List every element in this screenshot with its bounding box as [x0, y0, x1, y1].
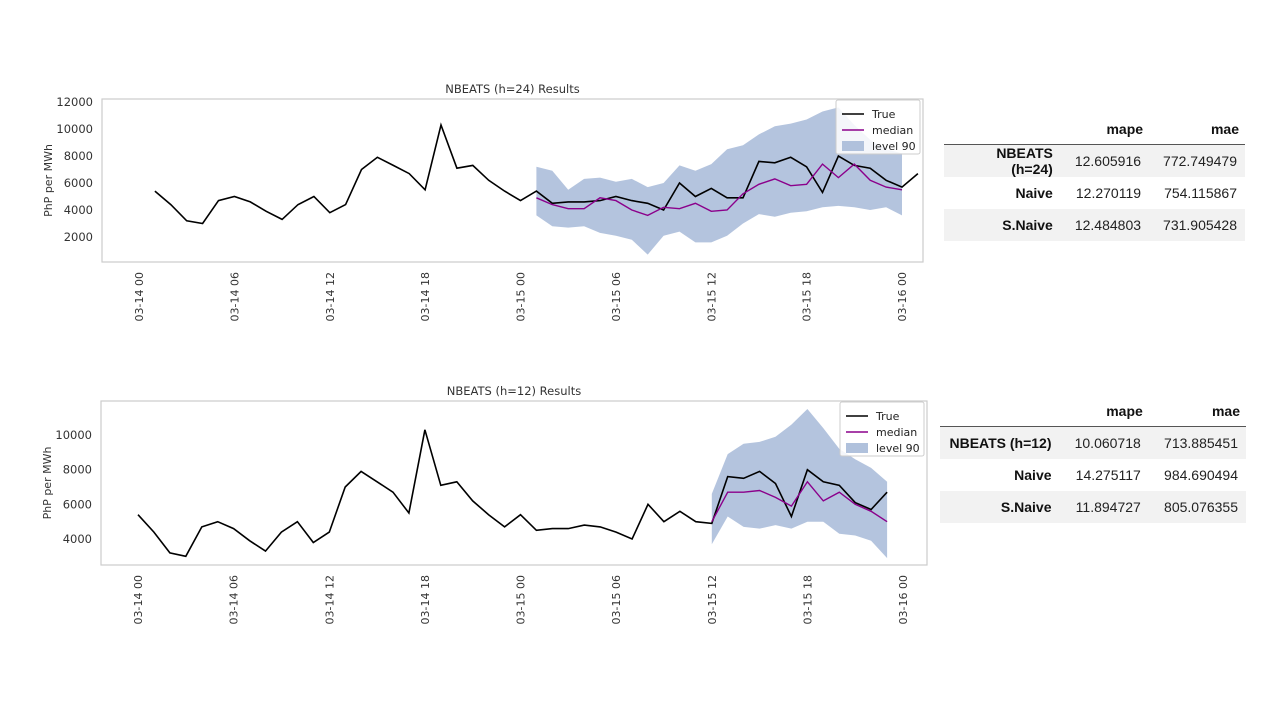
table-row-mae: 713.885451 [1164, 435, 1238, 451]
y-tick-label: 4000 [64, 203, 93, 217]
y-tick-label: 8000 [64, 149, 93, 163]
y-tick-label: 10000 [55, 428, 92, 442]
series-line-median [536, 163, 903, 217]
x-tick-label: 03-16 00 [896, 272, 909, 321]
table-header-row: mape mae [944, 114, 1245, 145]
chart-panel-0: NBEATS (h=24) Results PhP per MWh 2000 4000… [42, 82, 924, 321]
table-header-blank [940, 396, 1060, 427]
table-header-blank [944, 114, 1061, 145]
table-row-mae: 984.690494 [1164, 467, 1238, 483]
x-tick-label: 03-15 00 [515, 575, 528, 624]
x-tick-label: 03-15 18 [801, 272, 814, 321]
y-tick-label: 6000 [64, 176, 93, 190]
chart-title: NBEATS (h=24) Results [445, 82, 579, 96]
table-row-mae: 731.905428 [1163, 217, 1237, 233]
x-tick-label: 03-15 12 [705, 272, 718, 321]
x-tick-label: 03-15 00 [515, 272, 528, 321]
table-row-model: S.Naive [1000, 499, 1052, 515]
y-tick-label: 2000 [64, 230, 93, 244]
table-header-mape: mape [1106, 403, 1143, 419]
x-tick-label: 03-14 12 [324, 272, 337, 321]
table-header-mape: mape [1106, 121, 1144, 137]
table-row-mape: 10.060718 [1074, 435, 1141, 451]
table-row-mape: 11.894727 [1075, 499, 1141, 515]
table-row: Naive 12.270119 754.115867 [944, 177, 1245, 209]
table-row: Naive 14.275117 984.690494 [940, 459, 1246, 491]
x-tick-label: 03-14 18 [419, 272, 432, 321]
series-line-true [137, 429, 888, 558]
legend-label: median [876, 426, 917, 439]
table-row: NBEATS (h=24) 12.605916 772.749479 [944, 144, 1245, 177]
interval-band-level-90 [536, 107, 902, 255]
y-tick-label: 8000 [63, 463, 92, 477]
table-row-mape: 12.605916 [1074, 153, 1142, 169]
legend-swatch-band [842, 141, 864, 151]
table-row: S.Naive 12.484803 731.905428 [944, 209, 1245, 241]
legend-swatch-band [846, 443, 868, 453]
x-tick-label: 03-14 18 [419, 575, 432, 624]
chart-panel-1: NBEATS (h=12) Results PhP per MWh 4000 6000… [41, 384, 928, 624]
x-tick-label: 03-14 12 [323, 575, 336, 624]
y-axis-label: PhP per MWh [42, 144, 55, 217]
table-row-model: Naive [1015, 185, 1053, 201]
table-row: S.Naive 11.894727 805.076355 [940, 491, 1246, 523]
legend-label: level 90 [876, 442, 920, 455]
x-tick-label: 03-15 06 [610, 272, 623, 321]
y-tick-label: 6000 [63, 497, 92, 511]
metrics-table-h24: mape mae NBEATS (h=24) 12.605916 772.749… [944, 114, 1245, 241]
series-line-median [711, 480, 888, 523]
table-header-mae: mae [1211, 403, 1240, 419]
table-row-mae: 805.076355 [1164, 499, 1238, 515]
metrics-table-h12: mape mae NBEATS (h=12) 10.060718 713.885… [940, 396, 1246, 523]
table-row-mape: 14.275117 [1075, 467, 1141, 483]
legend-label: True [875, 410, 900, 423]
x-tick-label: 03-14 00 [133, 272, 146, 321]
x-tick-label: 03-14 06 [228, 272, 241, 321]
x-tick-label: 03-14 00 [132, 575, 145, 624]
table-row-model: NBEATS (h=12) [949, 435, 1052, 451]
table-header-mae: mae [1210, 121, 1239, 137]
interval-band-level-90 [711, 409, 888, 559]
chart-title: NBEATS (h=12) Results [447, 384, 581, 398]
table-row-mape: 12.270119 [1075, 185, 1142, 201]
x-tick-label: 03-15 06 [610, 575, 623, 624]
table-row-mae: 772.749479 [1163, 153, 1237, 169]
table-row: NBEATS (h=12) 10.060718 713.885451 [940, 426, 1246, 459]
y-axis-label: PhP per MWh [41, 447, 54, 520]
x-tick-label: 03-15 18 [801, 575, 814, 624]
table-row-mae: 754.115867 [1164, 185, 1237, 201]
x-tick-label: 03-16 00 [897, 575, 910, 624]
legend-label: median [872, 124, 913, 137]
table-row-model: Naive [1014, 467, 1052, 483]
table-header-row: mape mae [940, 396, 1246, 427]
y-tick-label: 12000 [56, 95, 93, 109]
x-tick-label: 03-14 06 [228, 575, 241, 624]
table-row-mape: 12.484803 [1074, 217, 1142, 233]
legend-label: True [871, 108, 896, 121]
x-tick-label: 03-15 12 [706, 575, 719, 624]
y-tick-label: 4000 [63, 532, 92, 546]
table-row-model: NBEATS (h=24) [996, 145, 1053, 177]
legend-label: level 90 [872, 140, 916, 153]
y-tick-label: 10000 [56, 122, 93, 136]
table-row-model: S.Naive [1002, 217, 1053, 233]
series-line-true [154, 122, 919, 225]
